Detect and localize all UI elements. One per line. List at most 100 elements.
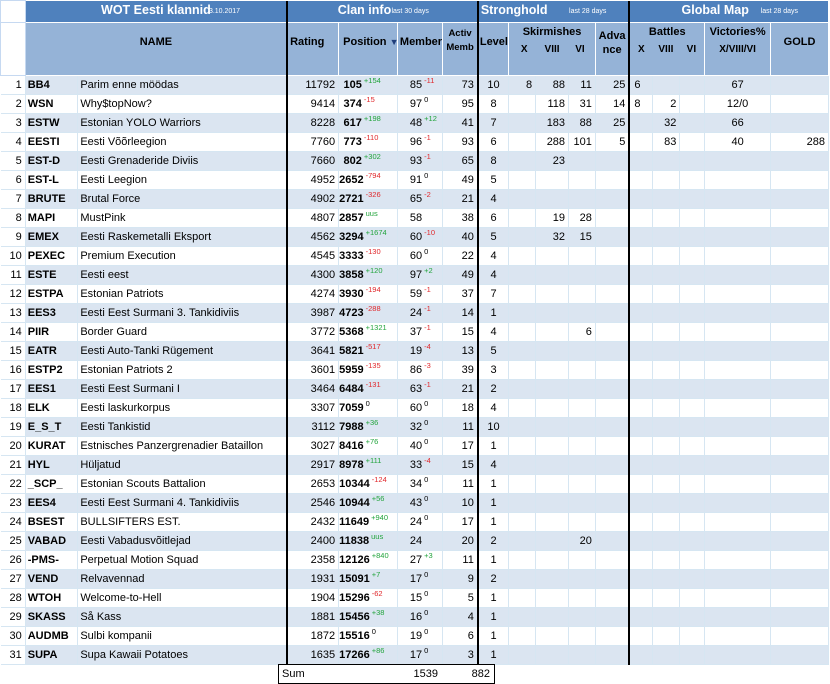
table-row[interactable]: 15 EATR Eesti Auto-Tanki Rügement 3641 5821-… — [0, 341, 829, 361]
clan-tag: EATR — [25, 341, 79, 361]
clan-name: Estonian Scouts Battalion — [77, 474, 289, 494]
table-row[interactable]: 1 BB4 Parim enne möödas 11792 105 +154 85 -11 73… — [0, 75, 829, 95]
victories-cell — [704, 531, 772, 551]
table-row[interactable]: 29 SKASS Så Kass 1881 15456 +38 16 0 4 1 — [0, 607, 829, 627]
position-change: -794 — [365, 171, 381, 180]
rating-cell: 4300 — [287, 265, 340, 285]
col-advance[interactable]: Adva — [598, 30, 626, 42]
table-row[interactable]: 12 ESTPA Estonian Patriots 4274 3930 -194 59 -1… — [0, 284, 829, 304]
clan-name: Estonian Patriots — [77, 284, 289, 304]
table-row[interactable]: 3 ESTW Estonian YOLO Warriors 8228 617 +198 48… — [0, 113, 829, 133]
position-value: 10344 — [339, 478, 370, 490]
table-row[interactable]: 4 EESTI Eesti Võõrleegion 7760 773 -110 96 -1 93… — [0, 132, 829, 152]
position-cell: 105 +154 — [338, 75, 398, 95]
members-change: 0 — [424, 399, 429, 408]
rating-cell: 4562 — [287, 227, 340, 247]
table-row[interactable]: 20 KURAT Estnisches Panzergrenadier Batail… — [0, 436, 829, 456]
row-number: 13 — [0, 303, 26, 323]
table-row[interactable]: 10 PEXEC Premium Execution 4545 3333 -130 60 0 2… — [0, 246, 829, 266]
members-value: 27 — [409, 554, 423, 566]
advance-cell — [595, 322, 631, 342]
col-level[interactable]: Level — [479, 36, 508, 48]
table-row[interactable]: 31 SUPA Supa Kawaii Potatoes 1635 17266 +86 17… — [0, 645, 829, 665]
table-row[interactable]: 18 ELK Eesti laskurkorpus 3307 7059 0 60 0 18 4 — [0, 398, 829, 418]
table-row[interactable]: 9 EMEX Eesti Raskemetalli Eksport 4562 3294 +… — [0, 227, 829, 247]
table-row[interactable]: 24 BSEST BULLSIFTERS EST. 2432 11649 +940 24 0 1… — [0, 512, 829, 532]
col-gm-viii[interactable]: VIII — [658, 44, 674, 55]
position-cell: 2652 -794 — [338, 170, 398, 190]
table-row[interactable]: 2 WSN Why$topNow? 9414 374 -15 97 0 95 8 118 31 14 8 2… — [0, 94, 829, 114]
table-row[interactable]: 13 EES3 Eesti Eest Surmani 3. Tankidiviis 3… — [0, 303, 829, 323]
table-row[interactable]: 6 EST-L Eesti Leegion 4952 2652 -794 91 0 49 5 — [0, 170, 829, 190]
skirmish-x-cell — [508, 303, 537, 323]
col-victories[interactable]: Victories% — [709, 26, 766, 38]
col-activ[interactable]: Activ — [448, 28, 472, 39]
active-members-cell: 18 — [442, 398, 479, 418]
table-row[interactable]: 23 EES4 Eesti Eest Surmani 4. Tankidiviis 2… — [0, 493, 829, 513]
col-rating[interactable]: Rating — [290, 36, 325, 48]
col-gold[interactable]: GOLD — [783, 36, 816, 48]
battles-viii-cell — [652, 398, 681, 418]
col-sk-vi[interactable]: VI — [575, 44, 585, 55]
skirmish-vi-cell — [568, 284, 596, 304]
col-sk-x[interactable]: X — [520, 44, 528, 55]
position-cell: 2857 uus — [338, 208, 398, 228]
skirmish-viii-cell — [535, 645, 570, 665]
table-row[interactable]: 11 ESTE Eesti eest 4300 3858 +120 97 +2 49 4 — [0, 265, 829, 285]
table-row[interactable]: 22 _SCP_ Estonian Scouts Battalion 2653 1034… — [0, 474, 829, 494]
members-change: -1 — [424, 380, 431, 389]
position-value: 773 — [343, 136, 362, 148]
clan-tag: ESTPA — [25, 284, 79, 304]
table-row[interactable]: 26 -PMS- Perpetual Motion Squad 2358 12126 +8… — [0, 550, 829, 570]
skirmish-viii-cell — [535, 588, 570, 608]
clan-name: Border Guard — [77, 322, 289, 342]
sort-desc-icon[interactable]: ▼ — [390, 37, 397, 47]
col-gm-vi[interactable]: VI — [686, 44, 697, 55]
gold-cell — [770, 284, 829, 304]
table-row[interactable]: 14 PIIR Border Guard 3772 5368 +1321 37 -1 15 4 6 — [0, 322, 829, 342]
members-value: 33 — [409, 459, 423, 471]
table-row[interactable]: 7 BRUTE Brutal Force 4902 2721 -326 65 -2 21 4 — [0, 189, 829, 209]
battles-viii-cell: 83 — [652, 132, 681, 152]
rating-cell: 7660 — [287, 151, 340, 171]
gold-cell — [770, 645, 829, 665]
victories-cell — [704, 303, 772, 323]
table-row[interactable]: 17 EES1 Eesti Eest Surmani I 3464 6484 -131 63… — [0, 379, 829, 399]
battles-viii-cell — [652, 474, 681, 494]
skirmish-viii-cell — [535, 189, 570, 209]
members-cell: 32 0 — [397, 417, 444, 437]
advance-cell: 25 — [595, 113, 631, 133]
table-row[interactable]: 8 MAPI MustPink 4807 2857 uus 58 38 6 19 28 — [0, 208, 829, 228]
col-name[interactable]: NAME — [139, 36, 173, 48]
table-row[interactable]: 5 EST-D Eesti Grenaderide Diviis 7660 802 +30… — [0, 151, 829, 171]
position-change: +38 — [371, 608, 385, 617]
skirmish-vi-cell — [568, 550, 596, 570]
skirmish-vi-cell — [568, 588, 596, 608]
victories-cell — [704, 474, 772, 494]
table-row[interactable]: 19 E_S_T Eesti Tankistid 3112 7988 +36 32 0 11 10 — [0, 417, 829, 437]
battles-vi-cell — [679, 436, 706, 456]
table-row[interactable]: 21 HYL Hüljatud 2917 8978 +111 33 -4 15 4 — [0, 455, 829, 475]
rating-cell: 1872 — [287, 626, 340, 646]
table-row[interactable]: 30 AUDMB Sulbi kompanii 1872 15516 0 19 0 6 1 — [0, 626, 829, 646]
table-row[interactable]: 16 ESTP2 Estonian Patriots 2 3601 5959 -135 86… — [0, 360, 829, 380]
col-sk-viii[interactable]: VIII — [544, 44, 560, 55]
gold-cell — [770, 113, 829, 133]
rating-cell: 2546 — [287, 493, 340, 513]
active-members-cell: 41 — [442, 113, 479, 133]
skirmish-viii-cell — [535, 322, 570, 342]
position-cell: 15516 0 — [338, 626, 398, 646]
members-change: -1 — [424, 152, 431, 161]
table-row[interactable]: 25 VABAD Eesti Vabadusvõitlejad 2400 11838 uu… — [0, 531, 829, 551]
col-position[interactable]: Position — [343, 36, 387, 48]
row-number: 3 — [0, 113, 26, 133]
col-gm-x[interactable]: X — [638, 44, 645, 55]
rating-cell: 3307 — [287, 398, 340, 418]
table-row[interactable]: 28 WTOH Welcome-to-Hell 1904 15296 -62 15 0 5 1 — [0, 588, 829, 608]
battles-x-cell — [629, 322, 653, 342]
members-value: 60 — [409, 231, 423, 243]
gold-cell — [770, 493, 829, 513]
table-row[interactable]: 27 VEND Relvavennad 1931 15091 +7 17 0 9 2 — [0, 569, 829, 589]
rating-cell: 2358 — [287, 550, 340, 570]
col-members[interactable]: Members — [399, 36, 443, 48]
